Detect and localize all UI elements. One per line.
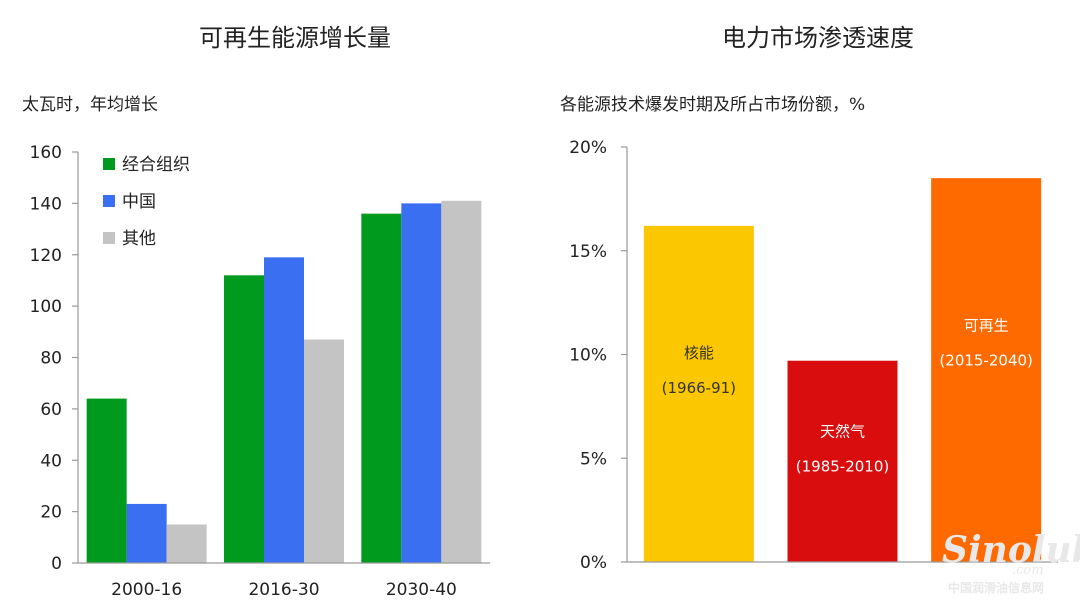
left-y-tick-label: 160 <box>30 143 62 163</box>
right-bars: 核能 (1966-91) 天然气 (1985-2010) 可再生 (2015-2040) <box>643 178 1042 562</box>
right-bar-label: 可再生 <box>964 316 1009 334</box>
right-bar <box>931 178 1042 562</box>
left-y-axis-label: 太瓦时，年均增长 <box>22 95 158 115</box>
right-y-tick-label: 15% <box>569 242 607 262</box>
left-y-tick-label: 20 <box>40 503 62 523</box>
left-bar <box>304 339 344 563</box>
legend-swatch <box>103 158 115 170</box>
right-bar-period: (1985-2010) <box>796 457 889 475</box>
sinolub-watermark: Sinolub .com 中国润滑油信息网 <box>942 529 1080 595</box>
left-y-tick-label: 40 <box>40 451 62 471</box>
watermark-domain: .com <box>1012 563 1044 578</box>
legend-label: 中国 <box>122 192 156 212</box>
left-bar <box>126 503 167 563</box>
right-bar <box>787 360 898 562</box>
right-axes <box>626 147 1058 563</box>
left-bar <box>86 398 127 563</box>
right-bar-label: 天然气 <box>820 422 865 440</box>
legend-label: 经合组织 <box>122 155 190 175</box>
right-chart-title: 电力市场渗透速度 <box>722 24 914 52</box>
left-y-tick-label: 0 <box>51 554 62 574</box>
right-bar-label: 核能 <box>684 344 714 362</box>
left-y-tick-label: 80 <box>40 349 62 369</box>
left-bar <box>361 213 402 563</box>
market-penetration-chart: 电力市场渗透速度 各能源技术爆发时期及所占市场份额，% 0% 5% 10% 15% 20… <box>560 24 1058 573</box>
legend-label: 其他 <box>122 229 156 249</box>
right-bar-period: (1966-91) <box>662 379 736 397</box>
left-y-ticks: 0 20 40 60 80 100 120 140 160 <box>30 143 78 574</box>
left-bar <box>224 275 264 563</box>
left-y-tick-label: 60 <box>40 400 62 420</box>
left-y-tick-label: 100 <box>30 297 62 317</box>
left-x-tick-label: 2000-16 <box>111 580 182 600</box>
left-y-tick-label: 140 <box>30 194 62 214</box>
left-bar <box>166 524 207 563</box>
left-axes <box>77 152 490 564</box>
right-y-tick-label: 5% <box>580 449 607 469</box>
right-y-axis-label: 各能源技术爆发时期及所占市场份额，% <box>560 95 865 115</box>
left-bar <box>401 203 442 563</box>
watermark-caption: 中国润滑油信息网 <box>948 580 1044 595</box>
left-x-tick-label: 2030-40 <box>386 580 457 600</box>
right-y-tick-label: 10% <box>569 346 607 366</box>
left-y-tick-label: 120 <box>30 246 62 266</box>
renewable-growth-chart: 可再生能源增长量 太瓦时，年均增长 020406080100120140160 … <box>22 24 490 600</box>
legend-swatch <box>103 195 115 207</box>
left-chart-title: 可再生能源增长量 <box>199 24 391 52</box>
left-bar <box>441 200 482 563</box>
left-bar <box>264 257 304 563</box>
right-bar-period: (2015-2040) <box>939 351 1032 369</box>
legend-swatch <box>103 232 115 244</box>
left-bars <box>86 200 482 563</box>
right-bar <box>643 225 754 562</box>
right-y-tick-label: 0% <box>580 553 607 573</box>
left-x-ticks: 2000-16 2016-30 2030-40 <box>111 580 457 600</box>
watermark-logo: Sinolub <box>942 529 1080 571</box>
left-x-tick-label: 2016-30 <box>248 580 319 600</box>
right-y-ticks: 0% 5% 10% 15% 20% <box>569 138 627 573</box>
right-y-tick-label: 20% <box>569 138 607 158</box>
